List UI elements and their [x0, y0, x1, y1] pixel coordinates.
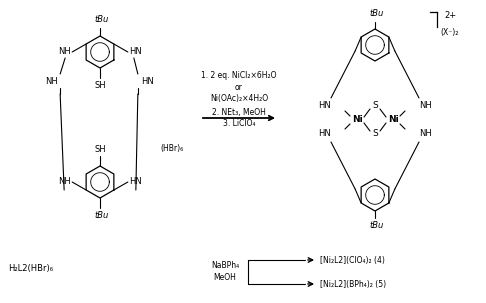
Text: NH: NH — [58, 46, 70, 55]
Text: S: S — [372, 129, 378, 138]
Text: 2. NEt₃, MeOH: 2. NEt₃, MeOH — [212, 108, 266, 118]
Text: NaBPh₄: NaBPh₄ — [211, 261, 239, 271]
Text: NH: NH — [419, 129, 432, 138]
Text: NH: NH — [58, 178, 70, 187]
Text: [Ni₂L2](BPh₄)₂ (5): [Ni₂L2](BPh₄)₂ (5) — [320, 279, 386, 288]
Text: 1. 2 eq. NiCl₂×6H₂O: 1. 2 eq. NiCl₂×6H₂O — [201, 72, 277, 81]
Text: HN: HN — [129, 178, 142, 187]
Text: Ni(OAc)₂×4H₂O: Ni(OAc)₂×4H₂O — [210, 94, 268, 102]
Text: Ni: Ni — [388, 115, 399, 125]
Text: SH: SH — [94, 145, 106, 154]
Text: 3. LiClO₄: 3. LiClO₄ — [223, 119, 255, 128]
Text: [Ni₂L2](ClO₄)₂ (4): [Ni₂L2](ClO₄)₂ (4) — [320, 255, 385, 265]
Text: SH: SH — [94, 81, 106, 89]
Text: NH: NH — [419, 102, 432, 111]
Text: HN: HN — [129, 46, 142, 55]
Text: S: S — [372, 102, 378, 111]
Text: tBu: tBu — [95, 15, 109, 25]
Text: tBu: tBu — [370, 9, 384, 18]
Text: or: or — [235, 82, 243, 92]
Text: Ni: Ni — [352, 115, 363, 125]
Text: (X⁻)₂: (X⁻)₂ — [440, 28, 458, 36]
Text: tBu: tBu — [95, 211, 109, 221]
Text: H₂L2(HBr)₆: H₂L2(HBr)₆ — [8, 264, 53, 272]
Text: tBu: tBu — [370, 221, 384, 231]
Text: HN: HN — [318, 129, 331, 138]
Text: NH: NH — [45, 78, 57, 86]
Text: MeOH: MeOH — [213, 274, 236, 282]
Text: HN: HN — [318, 102, 331, 111]
Text: HN: HN — [141, 78, 154, 86]
Text: 2+: 2+ — [444, 12, 456, 21]
Text: (HBr)₆: (HBr)₆ — [160, 144, 183, 152]
